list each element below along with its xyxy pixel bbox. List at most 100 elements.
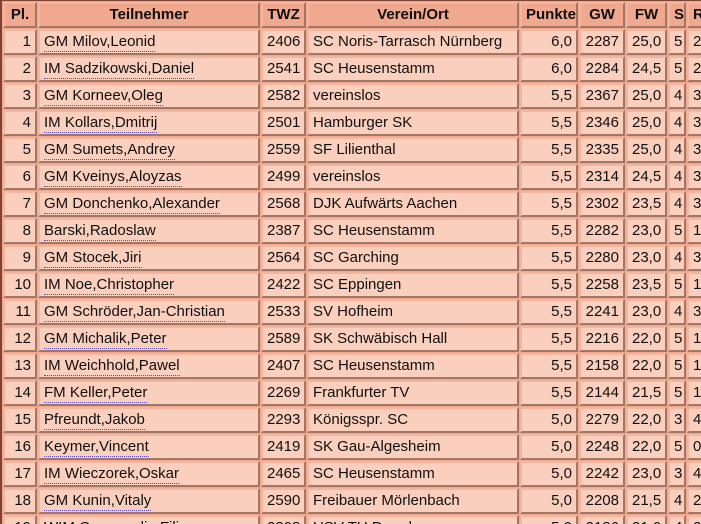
cell-draws: 3 xyxy=(687,110,701,136)
table-row: 11 GM Schröder,Jan-Christian 2533 SV Hofhei… xyxy=(3,299,701,325)
cell-wins: 5 xyxy=(668,56,686,82)
cell-participant[interactable]: WIM Osmanodja,Filiz xyxy=(38,515,260,524)
cell-fw: 25,0 xyxy=(626,29,667,55)
cell-gw: 2335 xyxy=(579,137,625,163)
player-profile-link[interactable]: GM Sumets,Andrey xyxy=(44,141,175,160)
column-header-rank[interactable]: Pl. xyxy=(3,2,37,28)
cell-participant[interactable]: GM Kunin,Vitaly xyxy=(38,488,260,514)
cell-twz: 2387 xyxy=(261,218,306,244)
cell-draws: 1 xyxy=(687,326,701,352)
cell-club: Königsspr. SC xyxy=(307,407,519,433)
cell-fw: 24,5 xyxy=(626,164,667,190)
column-header-draws[interactable]: R xyxy=(687,2,701,28)
player-profile-link[interactable]: FM Keller,Peter xyxy=(44,384,148,403)
player-profile-link[interactable]: IM Wieczorek,Oskar xyxy=(44,465,180,484)
cell-participant[interactable]: IM Noe,Christopher xyxy=(38,272,260,298)
player-profile-link[interactable]: GM Kunin,Vitaly xyxy=(44,492,152,511)
cell-participant[interactable]: GM Milov,Leonid xyxy=(38,29,260,55)
cell-fw: 21,5 xyxy=(626,380,667,406)
cell-points: 5,5 xyxy=(520,272,578,298)
cell-points: 5,5 xyxy=(520,380,578,406)
cell-twz: 2499 xyxy=(261,164,306,190)
column-header-participant[interactable]: Teilnehmer xyxy=(38,2,260,28)
cell-wins: 5 xyxy=(668,218,686,244)
player-profile-link[interactable]: Barski,Radoslaw xyxy=(44,222,156,241)
cell-participant[interactable]: IM Sadzikowski,Daniel xyxy=(38,56,260,82)
cell-participant[interactable]: GM Korneev,Oleg xyxy=(38,83,260,109)
cell-participant[interactable]: Barski,Radoslaw xyxy=(38,218,260,244)
cell-participant[interactable]: GM Donchenko,Alexander xyxy=(38,191,260,217)
cell-twz: 2590 xyxy=(261,488,306,514)
cell-participant[interactable]: GM Michalik,Peter xyxy=(38,326,260,352)
cell-participant[interactable]: GM Stocek,Jiri xyxy=(38,245,260,271)
cell-gw: 2248 xyxy=(579,434,625,460)
cell-gw: 2158 xyxy=(579,353,625,379)
player-profile-link[interactable]: IM Noe,Christopher xyxy=(44,276,175,295)
cell-fw: 22,0 xyxy=(626,353,667,379)
player-profile-link[interactable]: GM Korneev,Oleg xyxy=(44,87,163,106)
cell-rank: 18 xyxy=(3,488,37,514)
cell-fw: 23,0 xyxy=(626,245,667,271)
column-header-club[interactable]: Verein/Ort xyxy=(307,2,519,28)
table-row: 9 GM Stocek,Jiri 2564 SC Garching 5,5 2280 23,… xyxy=(3,245,701,271)
column-header-twz[interactable]: TWZ xyxy=(261,2,306,28)
cell-rank: 16 xyxy=(3,434,37,460)
cell-participant[interactable]: IM Kollars,Dmitrij xyxy=(38,110,260,136)
cell-gw: 2242 xyxy=(579,461,625,487)
cell-twz: 2568 xyxy=(261,191,306,217)
cell-points: 5,0 xyxy=(520,407,578,433)
cell-wins: 5 xyxy=(668,29,686,55)
cell-fw: 21,5 xyxy=(626,488,667,514)
cell-twz: 2407 xyxy=(261,353,306,379)
cell-gw: 2258 xyxy=(579,272,625,298)
player-profile-link[interactable]: GM Kveinys,Aloyzas xyxy=(44,168,182,187)
column-header-fw[interactable]: FW xyxy=(626,2,667,28)
table-row: 19 WIM Osmanodja,Filiz 2308USV TU Dresden5… xyxy=(3,515,701,524)
cell-fw: 21,0 xyxy=(626,515,667,524)
cell-gw: 2241 xyxy=(579,299,625,325)
cell-club: SF Lilienthal xyxy=(307,137,519,163)
cell-draws: 1 xyxy=(687,353,701,379)
cell-rank: 17 xyxy=(3,461,37,487)
cell-gw: 2282 xyxy=(579,218,625,244)
cell-club: SC Noris-Tarrasch Nürnberg xyxy=(307,29,519,55)
cell-twz: 2559 xyxy=(261,137,306,163)
cell-participant[interactable]: Pfreundt,Jakob xyxy=(38,407,260,433)
cell-rank: 11 xyxy=(3,299,37,325)
cell-participant[interactable]: GM Kveinys,Aloyzas xyxy=(38,164,260,190)
cell-club: Frankfurter TV xyxy=(307,380,519,406)
player-profile-link[interactable]: Pfreundt,Jakob xyxy=(44,411,145,430)
cell-fw: 25,0 xyxy=(626,137,667,163)
cell-participant[interactable]: FM Keller,Peter xyxy=(38,380,260,406)
table-row: 16 Keymer,Vincent 2419 SK Gau-Algesheim 5,0 2… xyxy=(3,434,701,460)
column-header-wins[interactable]: S xyxy=(668,2,686,28)
player-profile-link[interactable]: GM Michalik,Peter xyxy=(44,330,167,349)
cell-participant[interactable]: IM Wieczorek,Oskar xyxy=(38,461,260,487)
cell-rank: 12 xyxy=(3,326,37,352)
table-row: 13 IM Weichhold,Pawel 2407 SC Heusenstamm 5,… xyxy=(3,353,701,379)
cell-gw: 2367 xyxy=(579,83,625,109)
cell-participant[interactable]: IM Weichhold,Pawel xyxy=(38,353,260,379)
column-header-points[interactable]: Punkte xyxy=(520,2,578,28)
player-profile-link[interactable]: IM Weichhold,Pawel xyxy=(44,357,180,376)
player-profile-link[interactable]: IM Sadzikowski,Daniel xyxy=(44,60,195,79)
player-profile-link[interactable]: GM Stocek,Jiri xyxy=(44,249,142,268)
table-row: 12 GM Michalik,Peter 2589 SK Schwäbisch Hal… xyxy=(3,326,701,352)
table-row: 15 Pfreundt,Jakob 2293 Königsspr. SC 5,0 2279… xyxy=(3,407,701,433)
player-profile-link[interactable]: GM Donchenko,Alexander xyxy=(44,195,220,214)
cell-fw: 25,0 xyxy=(626,83,667,109)
cell-gw: 2144 xyxy=(579,380,625,406)
player-profile-link[interactable]: GM Schröder,Jan-Christian xyxy=(44,303,225,322)
player-profile-link[interactable]: IM Kollars,Dmitrij xyxy=(44,114,158,133)
cell-participant[interactable]: Keymer,Vincent xyxy=(38,434,260,460)
cell-participant[interactable]: GM Sumets,Andrey xyxy=(38,137,260,163)
player-profile-link[interactable]: GM Milov,Leonid xyxy=(44,33,156,52)
cell-participant[interactable]: GM Schröder,Jan-Christian xyxy=(38,299,260,325)
cell-twz: 2501 xyxy=(261,110,306,136)
cell-club: SV Hofheim xyxy=(307,299,519,325)
player-profile-link[interactable]: Keymer,Vincent xyxy=(44,438,149,457)
column-header-gw[interactable]: GW xyxy=(579,2,625,28)
player-profile-link[interactable]: WIM Osmanodja,Filiz xyxy=(44,519,187,524)
table-row: 10 IM Noe,Christopher 2422 SC Eppingen 5,5 22… xyxy=(3,272,701,298)
